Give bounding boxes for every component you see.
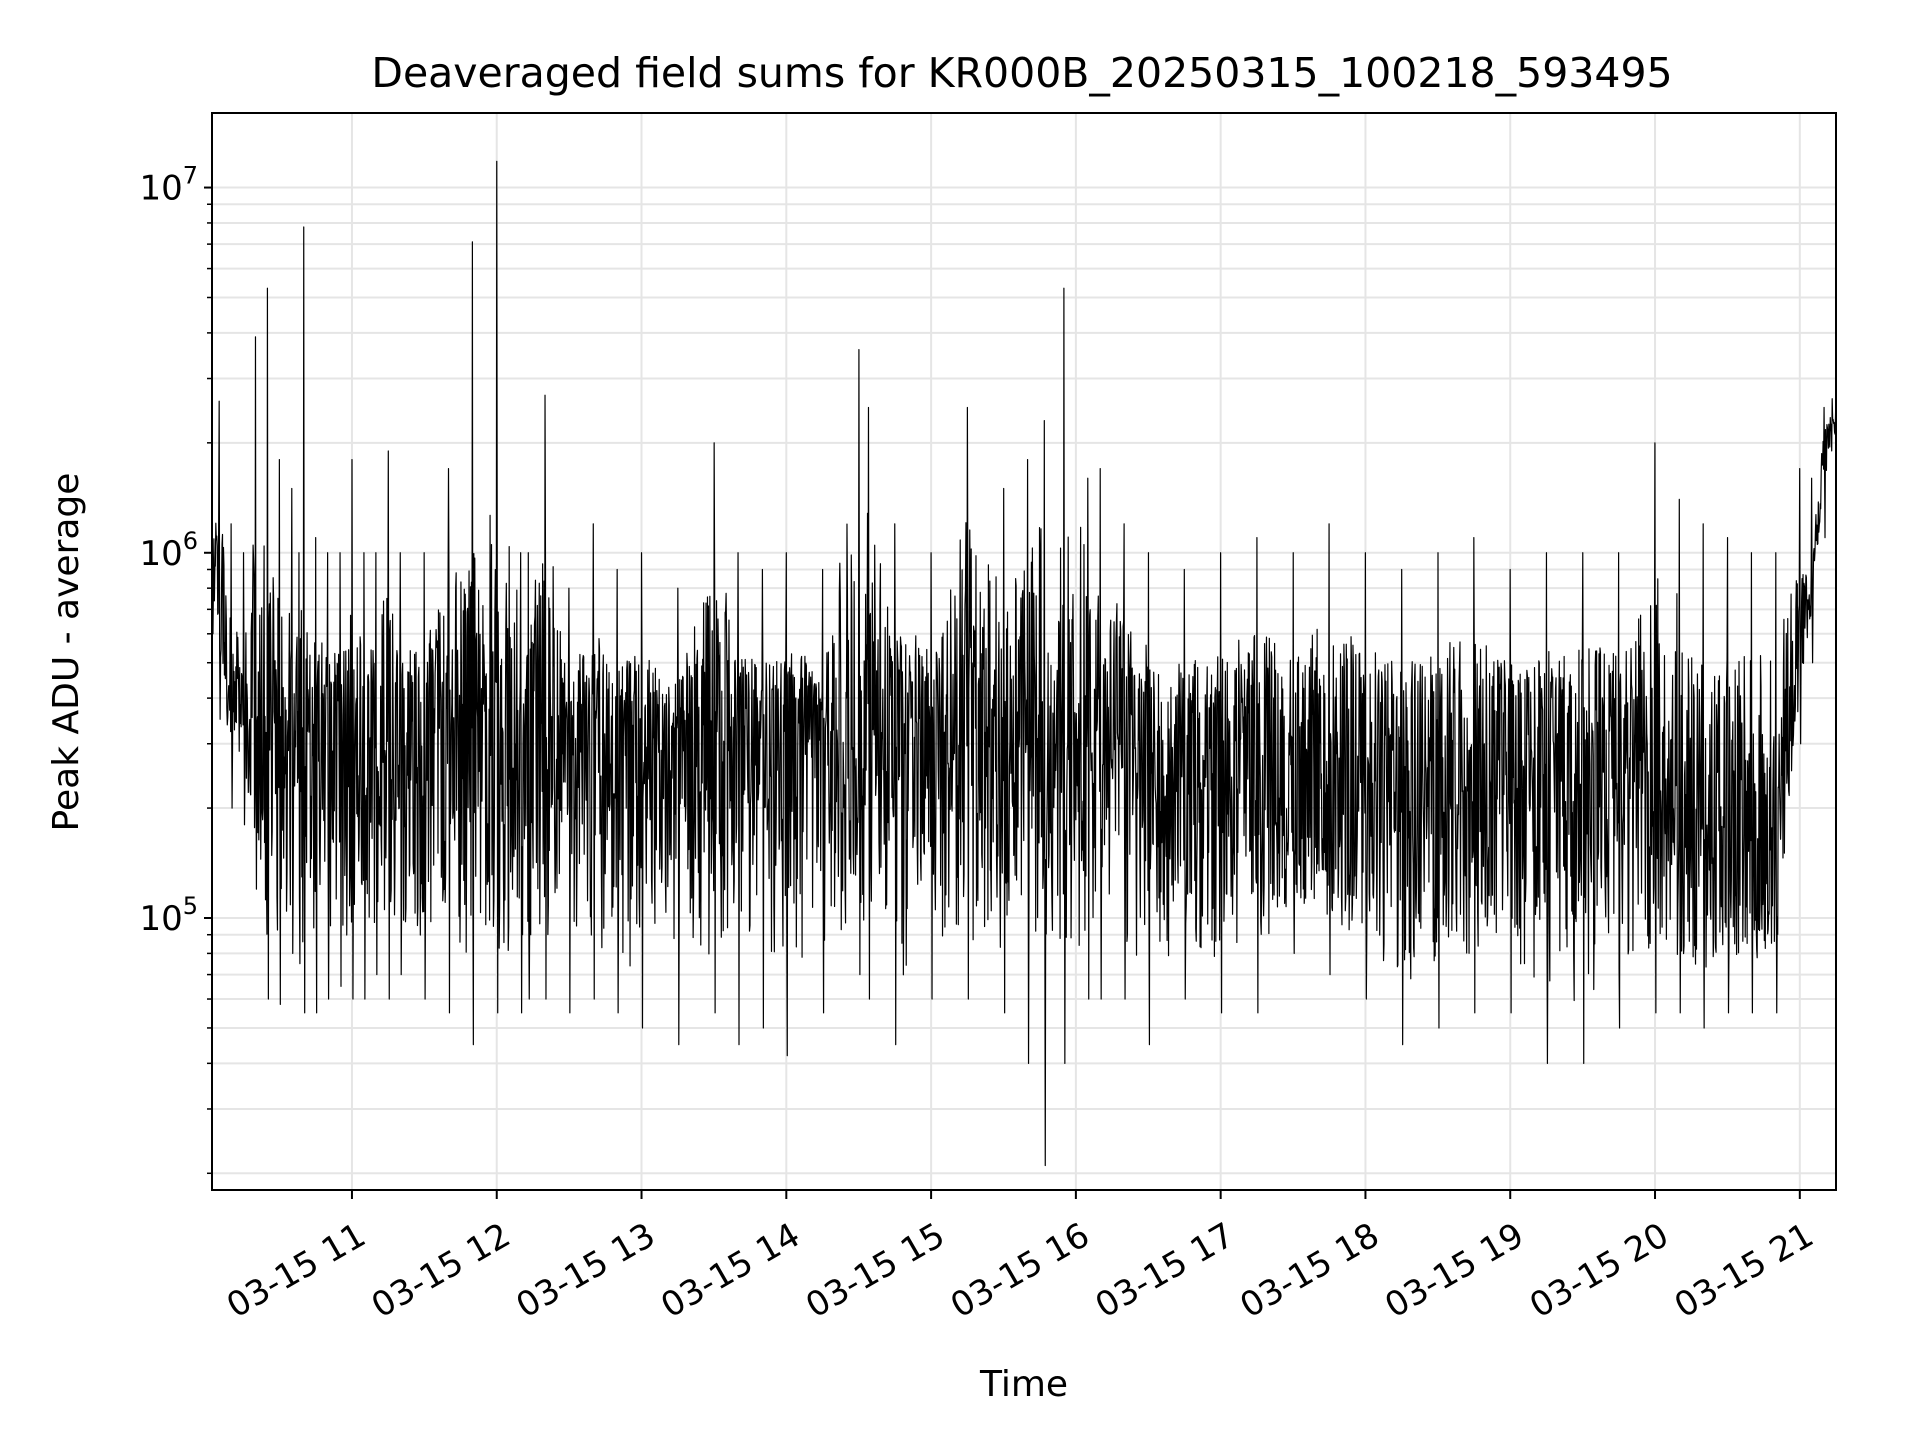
chart-title: Deaveraged field sums for KR000B_2025031…	[371, 49, 1672, 97]
y-tick-label: 106	[139, 527, 198, 574]
plot-frame	[211, 112, 1837, 1191]
x-axis-label: Time	[979, 1364, 1068, 1405]
y-tick-label: 107	[139, 162, 198, 209]
y-axis-label: Peak ADU - average	[46, 473, 87, 832]
series-line	[211, 160, 1837, 1167]
y-axis: 105 106 107	[139, 162, 212, 1175]
series-layer	[211, 160, 1837, 1167]
plot-area	[211, 112, 1837, 1191]
y-tick-label: 105	[139, 892, 198, 939]
